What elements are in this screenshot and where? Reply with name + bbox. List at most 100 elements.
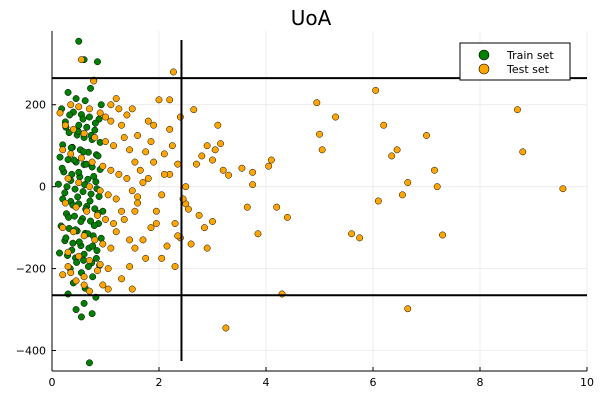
test-set-point [107, 244, 115, 252]
train-set-point [58, 164, 66, 172]
train-set-point [91, 119, 99, 127]
train-set-point [77, 218, 85, 225]
test-set-point [107, 117, 115, 125]
test-set-point [225, 171, 233, 179]
test-set-point [126, 263, 134, 270]
x-tick-label: 4 [263, 376, 270, 389]
legend-marker-test [478, 63, 490, 75]
train-set-point [75, 168, 83, 176]
test-set-point [380, 121, 388, 129]
test-set-point [118, 121, 126, 129]
test-set-point [147, 138, 155, 146]
x-tick-label: 6 [370, 376, 377, 389]
test-set-point [61, 121, 69, 129]
test-set-point [80, 232, 88, 240]
test-set-point [243, 203, 251, 211]
test-set-point [120, 215, 128, 223]
test-set-point [128, 105, 136, 113]
y-tick-label: 0 [39, 181, 46, 194]
test-set-point [195, 211, 203, 219]
train-set-point [79, 115, 87, 123]
train-set-point [65, 213, 73, 221]
legend-label-train: Train set [506, 49, 554, 62]
train-set-point [63, 183, 71, 191]
test-set-point [267, 156, 275, 164]
test-set-point [104, 285, 112, 293]
test-set-point [273, 203, 281, 211]
test-set-point [83, 207, 91, 215]
test-set-point [203, 142, 211, 150]
test-set-point [514, 106, 521, 114]
train-set-point [64, 156, 72, 164]
x-tick-label: 8 [477, 376, 484, 389]
test-set-point [388, 152, 396, 160]
test-set-point [211, 146, 219, 154]
test-set-point [404, 305, 412, 313]
test-set-point [374, 197, 382, 205]
train-set-point [74, 193, 82, 201]
test-set-point [131, 207, 139, 215]
train-set-point [75, 121, 83, 129]
test-set-point [265, 162, 273, 170]
test-set-point [77, 154, 85, 162]
test-set-point [96, 109, 104, 117]
test-set-point [152, 207, 160, 215]
test-set-point [209, 218, 216, 225]
test-set-point [134, 199, 142, 207]
train-set-point [83, 123, 91, 131]
test-set-point [158, 254, 166, 262]
test-set-point [91, 236, 99, 244]
train-set-point [66, 111, 74, 119]
train-set-point [72, 95, 80, 103]
test-set-point [104, 191, 112, 199]
test-set-point [190, 106, 198, 114]
test-set-point [136, 166, 144, 174]
train-set-point [89, 242, 97, 250]
train-set-point [88, 310, 96, 318]
test-set-point [120, 134, 128, 141]
legend-box [459, 42, 571, 81]
test-set-point [166, 96, 174, 104]
test-set-point [142, 254, 150, 262]
train-set-point [72, 306, 80, 314]
test-set-point [431, 166, 438, 174]
test-set-point [214, 121, 222, 129]
test-set-point [176, 113, 184, 121]
axes: 0 2 4 6 8 10 −400 −200 0 200 [16, 31, 594, 389]
test-set-point [356, 234, 364, 242]
test-set-point [372, 86, 380, 94]
test-set-point [423, 132, 430, 139]
test-set-point [160, 150, 168, 158]
test-set-point [158, 191, 166, 199]
test-set-point [67, 269, 75, 277]
test-set-point [115, 170, 123, 178]
test-set-point [126, 146, 134, 154]
test-set-point [171, 220, 179, 227]
test-set-point [75, 179, 83, 187]
test-set-point [61, 199, 69, 207]
test-set-point [316, 130, 323, 138]
test-set-point [168, 142, 176, 150]
train-set-point [87, 190, 95, 198]
x-tick-label: 0 [49, 376, 56, 389]
test-set-point [249, 168, 257, 176]
test-set-point [80, 273, 88, 281]
chart-title: UoA [291, 6, 332, 30]
test-set-point [193, 160, 200, 168]
train-set-point [89, 273, 97, 281]
test-set-point [102, 113, 109, 121]
test-set-point [203, 244, 211, 252]
test-set-point [144, 117, 152, 125]
test-set-point [150, 158, 158, 166]
test-set-point [112, 95, 120, 103]
test-set-point [59, 146, 67, 154]
test-set-point [519, 148, 527, 156]
train-set-point [62, 234, 70, 242]
test-set-point [398, 191, 406, 199]
train-set-point [82, 160, 90, 168]
test-set-point [254, 230, 262, 238]
test-set-point [64, 263, 72, 270]
train-set-point [90, 222, 98, 230]
test-set-point [123, 175, 131, 182]
